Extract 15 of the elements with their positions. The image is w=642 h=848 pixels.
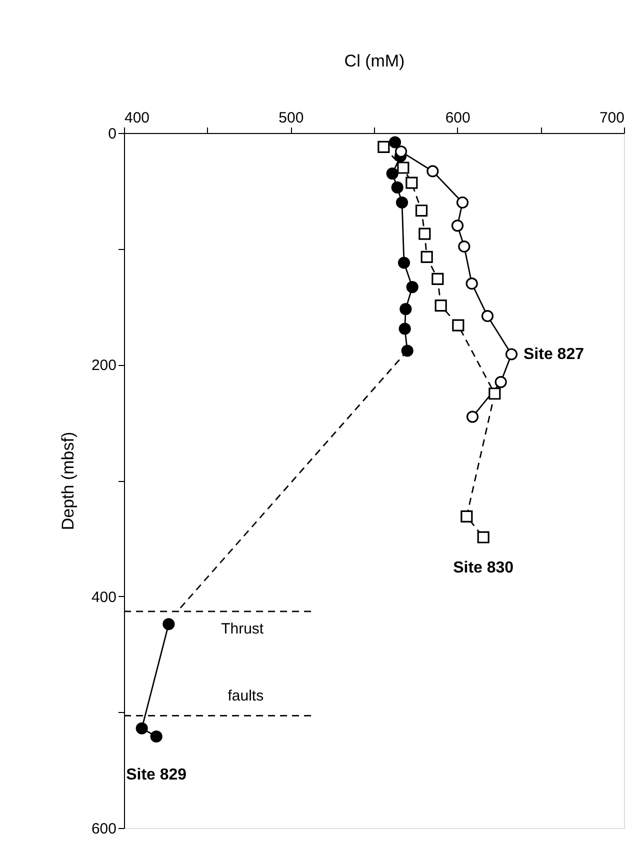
annotation: faults [228, 688, 264, 705]
annotation: Site 829 [126, 766, 187, 784]
y-tick-label: 400 [91, 588, 116, 606]
x-tick-label: 500 [278, 110, 304, 126]
y-tick-label: 600 [91, 820, 116, 838]
x-tick-label: 700 [599, 110, 624, 126]
annotation: Site 827 [524, 346, 584, 364]
y-tick-label: 200 [91, 357, 116, 374]
x-tick-label: 400 [124, 110, 150, 126]
y-axis-title: Depth (mbsf) [58, 432, 78, 530]
annotation: Thrust [221, 620, 264, 638]
x-tick-label: 600 [445, 110, 470, 126]
y-tick-label: 0 [108, 126, 116, 142]
annotation: Site 830 [453, 559, 514, 576]
x-axis-title: Cl (mM) [344, 52, 405, 70]
